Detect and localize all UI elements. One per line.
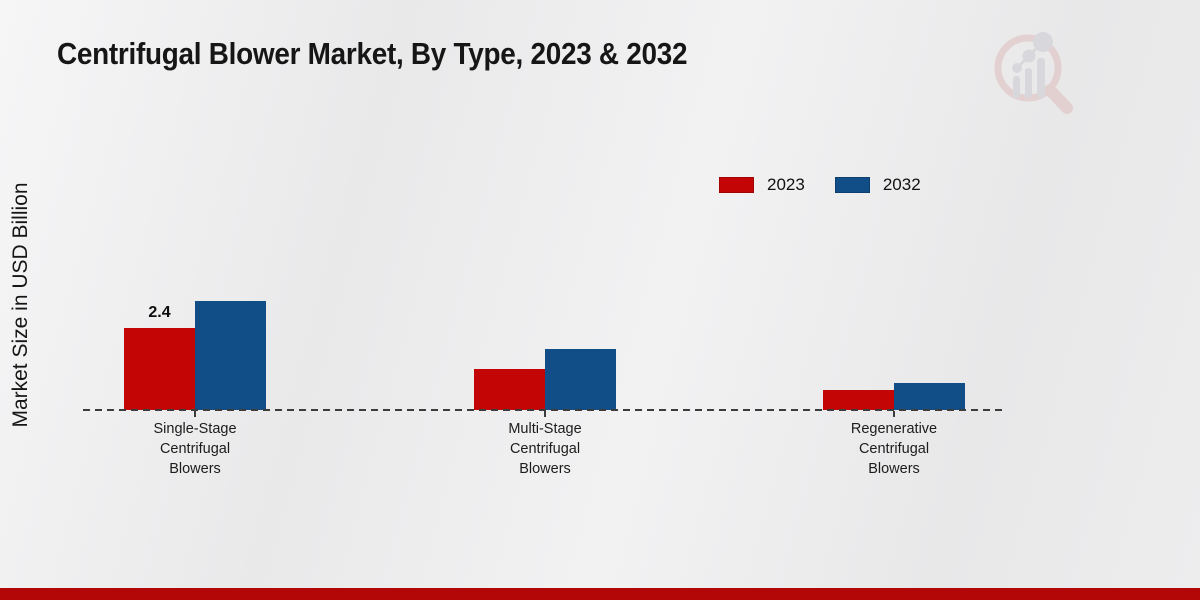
chart-title: Centrifugal Blower Market, By Type, 2023… xyxy=(57,36,688,71)
bar-2023-category-1 xyxy=(474,369,545,410)
magnifier-bar-chart-logo-icon xyxy=(994,32,1073,114)
x-axis-tick xyxy=(544,411,546,417)
bar-2023-category-0 xyxy=(124,328,195,410)
legend-item-2023: 2023 xyxy=(719,175,805,195)
bar-2032-category-1 xyxy=(545,348,616,410)
x-category-label: Single-Stage Centrifugal Blowers xyxy=(153,421,237,477)
x-axis-tick xyxy=(194,411,196,417)
x-category-label: Multi-Stage Centrifugal Blowers xyxy=(508,421,582,477)
legend-swatch-2032 xyxy=(834,177,870,193)
legend-label-2023: 2023 xyxy=(767,175,805,194)
legend-swatch-2023 xyxy=(719,177,754,193)
bar-2032-category-0 xyxy=(195,301,266,410)
legend-label-2032: 2032 xyxy=(882,175,921,194)
bar-2032-category-2 xyxy=(894,382,965,410)
x-axis-tick xyxy=(893,411,895,417)
legend-item-2032: 2032 xyxy=(834,175,921,195)
bar-2023-category-2 xyxy=(823,389,894,410)
footer-accent-bar xyxy=(0,588,1200,600)
x-axis-baseline xyxy=(83,409,1007,411)
x-category-label: Regenerative Centrifugal Blowers xyxy=(850,421,938,477)
legend: 2023 2032 xyxy=(719,175,921,195)
bar-value-label: 2.4 xyxy=(148,304,171,322)
